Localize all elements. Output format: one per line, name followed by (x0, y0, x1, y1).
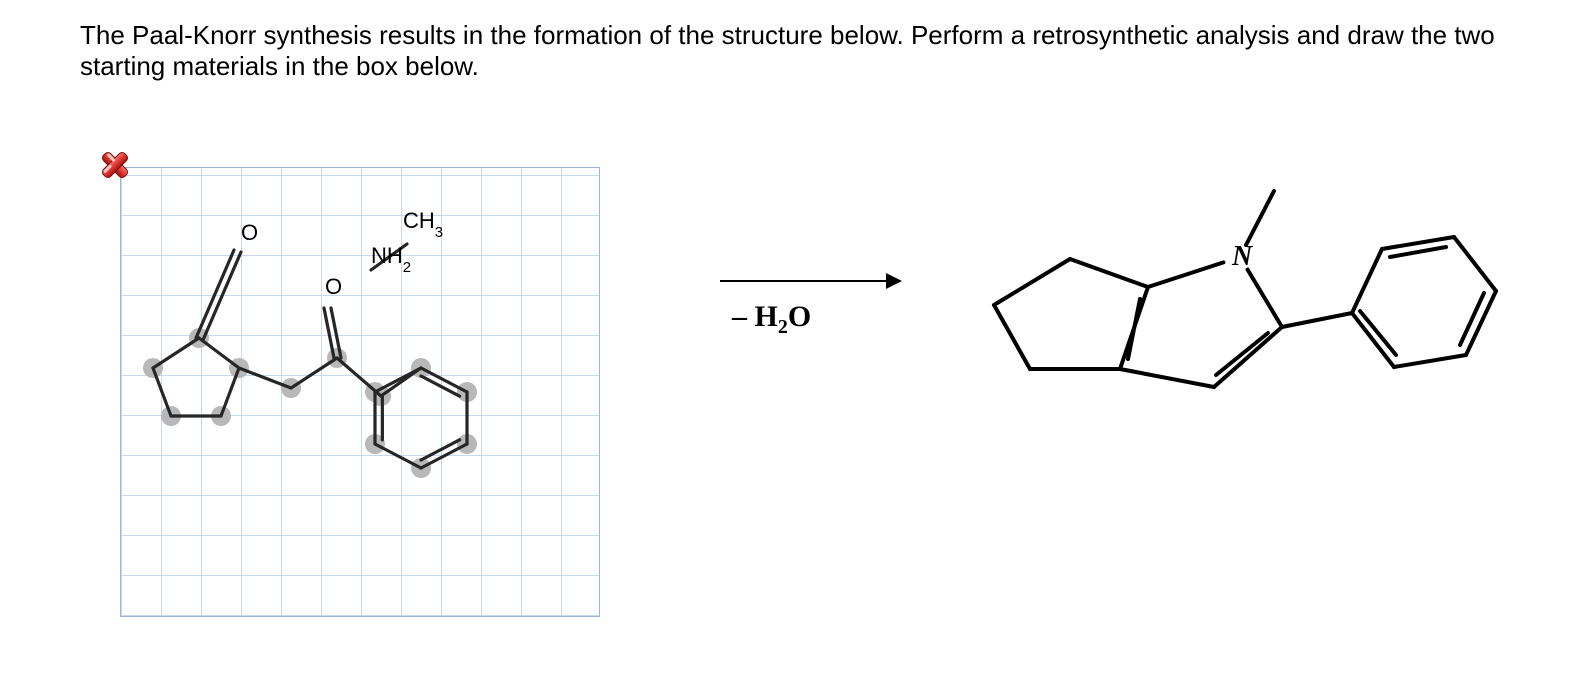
svg-text:CH3: CH3 (403, 208, 443, 241)
svg-text:O: O (325, 274, 342, 299)
question-text: The Paal-Knorr synthesis results in the … (80, 20, 1520, 82)
drawing-canvas[interactable]: O O NH2CH3 (100, 155, 600, 635)
product-structure: N (960, 175, 1520, 455)
structure-grid[interactable]: O O NH2CH3 (120, 167, 600, 617)
svg-text:O: O (241, 220, 258, 245)
svg-text:N: N (1231, 241, 1254, 272)
reaction-condition-label: – H2O (732, 300, 940, 339)
drawn-structures: O O NH2CH3 (121, 168, 601, 618)
reaction-arrow-area: – H2O (720, 280, 940, 339)
arrow-icon (720, 280, 900, 282)
svg-text:NH2: NH2 (371, 243, 411, 276)
incorrect-icon (95, 145, 135, 190)
